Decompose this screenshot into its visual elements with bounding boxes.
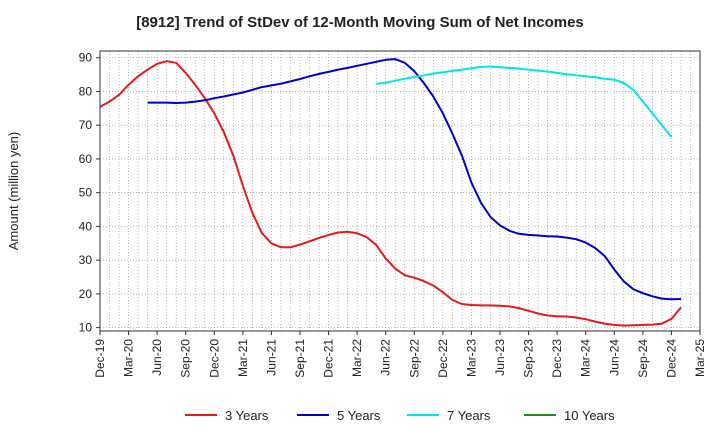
series-line-3-years xyxy=(99,60,682,327)
y-tick-label: 20 xyxy=(79,287,93,301)
y-tick-label: 50 xyxy=(79,186,93,200)
legend-label: 7 Years xyxy=(447,408,491,423)
chart-title: [8912] Trend of StDev of 12-Month Moving… xyxy=(136,14,584,31)
x-tick-label: Dec-20 xyxy=(207,339,221,378)
legend-label: 3 Years xyxy=(225,408,269,423)
x-tick-label: Dec-23 xyxy=(550,339,564,378)
x-tick-label: Sep-22 xyxy=(407,339,421,378)
x-tick-label: Jun-23 xyxy=(493,339,507,376)
grid-lines xyxy=(100,51,700,331)
x-tick-label: Mar-23 xyxy=(464,339,478,377)
x-tick-label: Mar-20 xyxy=(122,339,136,377)
series-lines xyxy=(99,58,682,327)
x-tick-label: Mar-21 xyxy=(236,339,250,377)
y-tick-label: 80 xyxy=(79,84,93,98)
y-tick-label: 90 xyxy=(79,51,93,65)
x-tick-label: Dec-19 xyxy=(93,339,107,378)
x-tick-label: Jun-20 xyxy=(150,339,164,376)
legend: 3 Years 5 Years 7 Years 10 Years xyxy=(185,408,615,423)
x-tick-label: Dec-24 xyxy=(664,339,678,378)
y-tick-label: 70 xyxy=(79,118,93,132)
axis-ticks: 10 20 30 40 50 60 70 80 90 Dec-19 Mar-20 Jun-20 Sep-… xyxy=(79,51,707,378)
x-tick-label: Mar-22 xyxy=(350,339,364,377)
x-tick-label: Jun-22 xyxy=(379,339,393,376)
x-tick-label: Sep-24 xyxy=(636,339,650,378)
series-line-7-years xyxy=(376,65,673,138)
x-tick-label: Mar-24 xyxy=(579,339,593,377)
y-tick-label: 10 xyxy=(79,321,93,335)
legend-label: 10 Years xyxy=(564,408,615,423)
x-tick-label: Jun-24 xyxy=(607,339,621,376)
x-tick-label: Dec-22 xyxy=(436,339,450,378)
x-tick-label: Sep-20 xyxy=(179,339,193,378)
y-axis-label: Amount (million yen) xyxy=(6,132,21,251)
y-tick-label: 30 xyxy=(79,253,93,267)
x-tick-label: Jun-21 xyxy=(264,339,278,376)
plot-frame xyxy=(99,50,701,332)
series-line-5-years xyxy=(147,58,682,301)
x-tick-label: Mar-25 xyxy=(693,339,707,377)
x-tick-label: Sep-23 xyxy=(522,339,536,378)
legend-label: 5 Years xyxy=(337,408,381,423)
y-tick-label: 40 xyxy=(79,219,93,233)
x-tick-label: Sep-21 xyxy=(293,339,307,378)
y-tick-label: 60 xyxy=(79,152,93,166)
x-tick-label: Dec-21 xyxy=(322,339,336,378)
